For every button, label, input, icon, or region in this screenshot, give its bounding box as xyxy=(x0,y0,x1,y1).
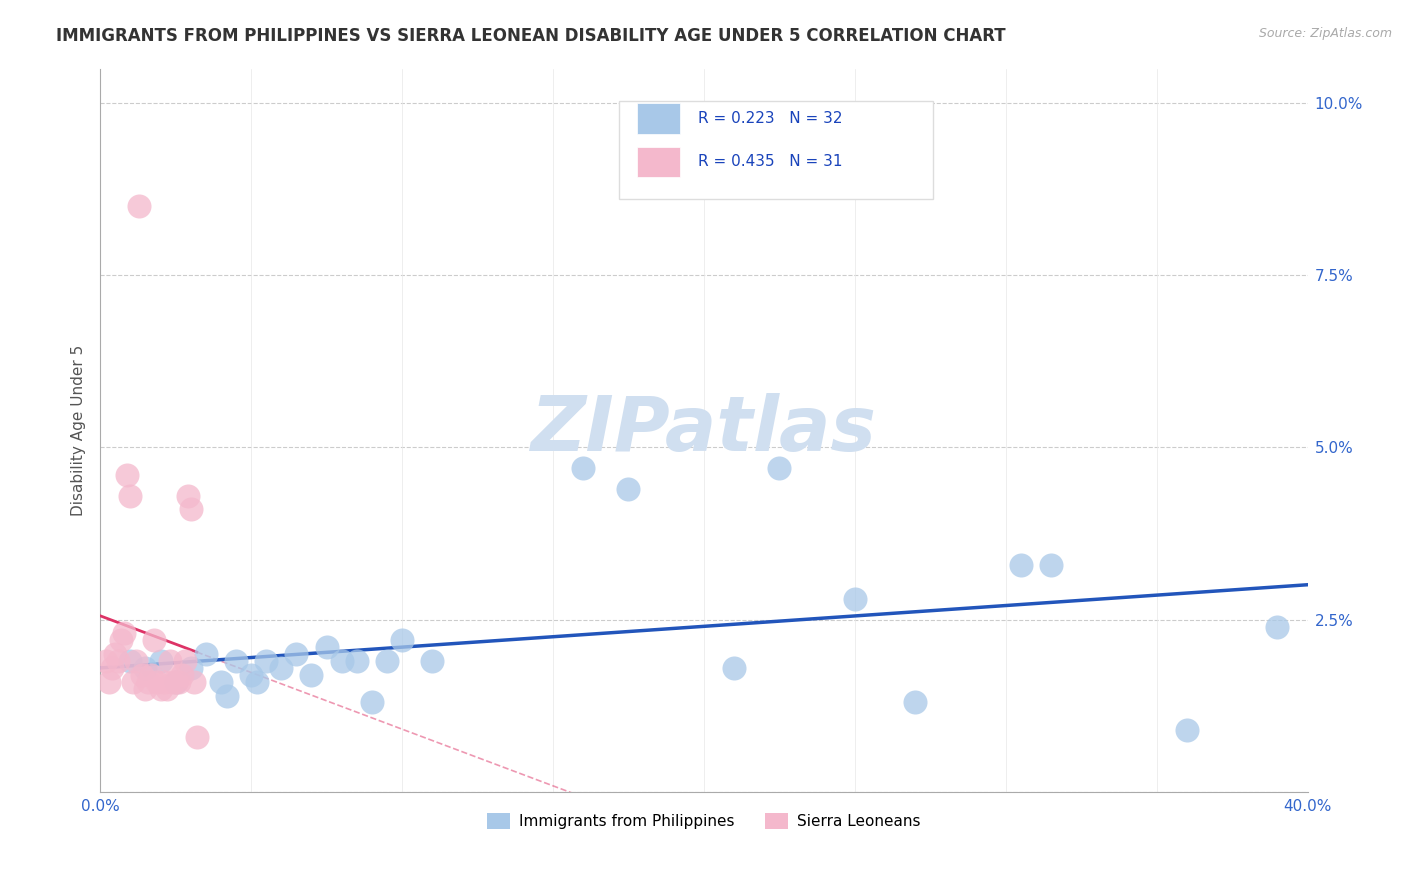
Point xyxy=(225,654,247,668)
Point xyxy=(134,681,156,696)
Point xyxy=(125,654,148,668)
Point xyxy=(162,674,184,689)
Point xyxy=(176,489,198,503)
Point xyxy=(104,647,127,661)
Point xyxy=(1175,723,1198,737)
Point xyxy=(180,661,202,675)
Point xyxy=(301,668,323,682)
Point xyxy=(120,654,142,668)
Point xyxy=(101,661,124,675)
Point xyxy=(159,654,181,668)
Point xyxy=(1010,558,1032,572)
Point xyxy=(240,668,263,682)
Text: ZIPatlas: ZIPatlas xyxy=(531,393,877,467)
Point xyxy=(194,647,217,661)
Point xyxy=(98,674,121,689)
Point xyxy=(617,482,640,496)
Point xyxy=(143,633,166,648)
Point xyxy=(107,654,129,668)
Point xyxy=(270,661,292,675)
Point xyxy=(149,654,172,668)
Point xyxy=(1267,619,1289,633)
Point xyxy=(246,674,269,689)
Point xyxy=(572,461,595,475)
Y-axis label: Disability Age Under 5: Disability Age Under 5 xyxy=(72,344,86,516)
Point xyxy=(768,461,790,475)
Point xyxy=(117,468,139,483)
Point xyxy=(146,674,169,689)
Point xyxy=(315,640,337,655)
Point xyxy=(149,681,172,696)
Text: R = 0.435   N = 31: R = 0.435 N = 31 xyxy=(697,154,842,169)
Point xyxy=(254,654,277,668)
Point xyxy=(844,592,866,607)
Point xyxy=(167,674,190,689)
Point xyxy=(173,654,195,668)
Point xyxy=(165,674,187,689)
Point xyxy=(155,681,177,696)
Point xyxy=(183,674,205,689)
Point xyxy=(420,654,443,668)
Legend: Immigrants from Philippines, Sierra Leoneans: Immigrants from Philippines, Sierra Leon… xyxy=(481,806,927,835)
Point xyxy=(285,647,308,661)
Point xyxy=(215,689,238,703)
Point xyxy=(131,668,153,682)
Text: IMMIGRANTS FROM PHILIPPINES VS SIERRA LEONEAN DISABILITY AGE UNDER 5 CORRELATION: IMMIGRANTS FROM PHILIPPINES VS SIERRA LE… xyxy=(56,27,1005,45)
Point xyxy=(128,199,150,213)
Point xyxy=(209,674,232,689)
FancyBboxPatch shape xyxy=(637,103,679,134)
Point xyxy=(375,654,398,668)
Point xyxy=(723,661,745,675)
Point xyxy=(138,674,160,689)
Point xyxy=(165,674,187,689)
Point xyxy=(180,502,202,516)
Point xyxy=(112,626,135,640)
Point xyxy=(134,661,156,675)
Point xyxy=(152,674,174,689)
Text: R = 0.223   N = 32: R = 0.223 N = 32 xyxy=(697,111,842,126)
FancyBboxPatch shape xyxy=(619,101,934,199)
FancyBboxPatch shape xyxy=(637,146,679,177)
Point xyxy=(96,654,118,668)
Text: Source: ZipAtlas.com: Source: ZipAtlas.com xyxy=(1258,27,1392,40)
Point xyxy=(904,695,927,709)
Point xyxy=(330,654,353,668)
Point xyxy=(120,489,142,503)
Point xyxy=(1039,558,1062,572)
Point xyxy=(110,633,132,648)
Point xyxy=(141,668,163,682)
Point xyxy=(186,730,208,744)
Point xyxy=(122,674,145,689)
Point xyxy=(391,633,413,648)
Point xyxy=(360,695,382,709)
Point xyxy=(346,654,368,668)
Point xyxy=(170,668,193,682)
